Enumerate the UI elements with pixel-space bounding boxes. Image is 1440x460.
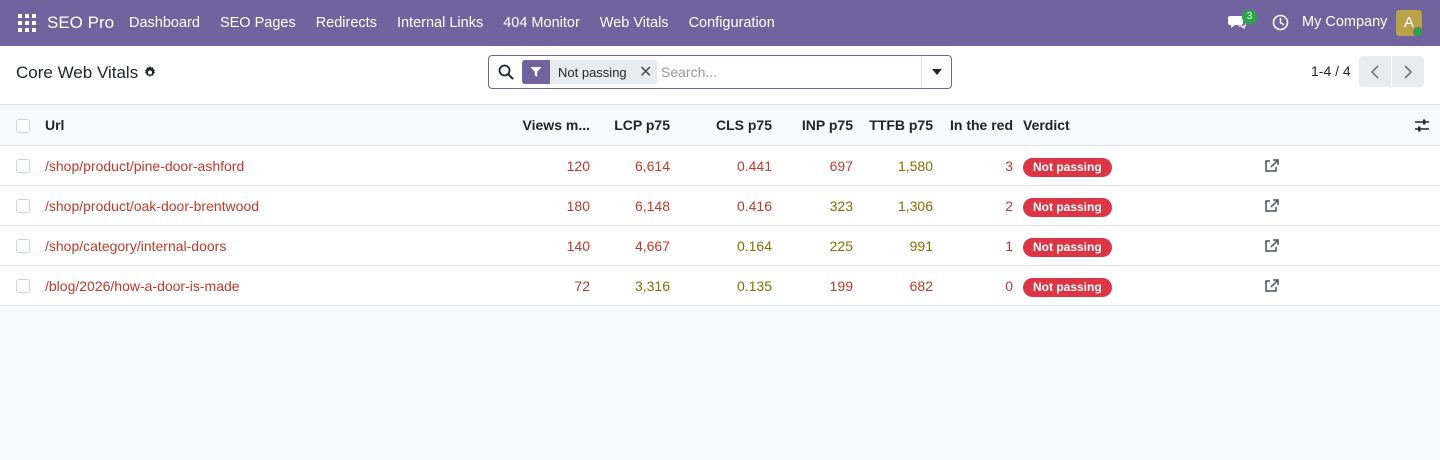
clock-icon[interactable] [1272, 14, 1289, 31]
chevron-right-icon [1404, 64, 1412, 79]
row-ttfb: 1,306 [897, 198, 933, 214]
row-in-the-red: 0 [1005, 278, 1013, 294]
header-verdict[interactable]: Verdict [1023, 117, 1070, 133]
row-inp: 225 [829, 238, 853, 254]
caret-down-icon [931, 69, 942, 75]
row-ttfb: 991 [909, 238, 933, 254]
row-lcp: 3,316 [634, 278, 670, 294]
search-icon[interactable] [498, 64, 514, 80]
control-panel: Core Web Vitals Not passing ✕ 1-4 / 4 [0, 46, 1440, 105]
menu-configuration[interactable]: Configuration [688, 15, 775, 31]
search-options-toggle[interactable] [921, 56, 951, 88]
menu-dashboard[interactable]: Dashboard [129, 15, 200, 31]
row-inp: 199 [829, 278, 853, 294]
row-verdict: Not passing [1023, 226, 1143, 266]
row-verdict: Not passing [1023, 186, 1143, 226]
table-row[interactable]: /shop/product/pine-door-ashford 120 6,61… [0, 146, 1440, 186]
column-settings-icon[interactable] [1414, 118, 1430, 133]
verdict-badge: Not passing [1023, 277, 1112, 297]
row-url[interactable]: /shop/category/internal-doors [45, 238, 227, 254]
row-checkbox[interactable] [16, 279, 30, 293]
row-in-the-red: 3 [1005, 158, 1013, 174]
row-verdict: Not passing [1023, 266, 1143, 306]
table-row[interactable]: /blog/2026/how-a-door-is-made 72 3,316 0… [0, 266, 1440, 306]
chat-count-badge: 3 [1242, 10, 1257, 24]
row-url[interactable]: /shop/product/oak-door-brentwood [45, 198, 260, 214]
row-cls: 0.164 [736, 238, 772, 254]
row-in-the-red: 1 [1005, 238, 1013, 254]
pager-next-button[interactable] [1392, 56, 1424, 87]
row-ttfb: 1,580 [897, 158, 933, 174]
verdict-badge: Not passing [1023, 237, 1112, 257]
page-title: Core Web Vitals [16, 63, 139, 82]
row-verdict: Not passing [1023, 146, 1143, 186]
external-link-icon[interactable] [1265, 199, 1279, 213]
table-row[interactable]: /shop/product/oak-door-brentwood 180 6,1… [0, 186, 1440, 226]
close-icon[interactable]: ✕ [638, 64, 653, 81]
menu-web-vitals[interactable]: Web Vitals [599, 15, 669, 31]
row-cls: 0.135 [736, 278, 772, 294]
row-views: 140 [566, 238, 590, 254]
verdict-badge: Not passing [1023, 157, 1112, 177]
filter-facet-label: Not passing [558, 64, 627, 80]
row-lcp: 4,667 [634, 238, 670, 254]
header-inp[interactable]: INP p75 [801, 117, 853, 133]
main-menu: Dashboard SEO Pages Redirects Internal L… [119, 0, 785, 46]
gear-icon[interactable] [143, 65, 157, 79]
filter-facet: Not passing ✕ [522, 60, 657, 84]
row-views: 72 [574, 278, 590, 294]
header-cls[interactable]: CLS p75 [715, 117, 772, 133]
row-inp: 697 [829, 158, 853, 174]
search-bar: Not passing ✕ [488, 55, 952, 89]
row-url[interactable]: /blog/2026/how-a-door-is-made [45, 278, 240, 294]
menu-seo-pages[interactable]: SEO Pages [219, 15, 296, 31]
menu-redirects[interactable]: Redirects [315, 15, 377, 31]
top-navbar: SEO Pro Dashboard SEO Pages Redirects In… [0, 0, 1440, 46]
search-input[interactable] [661, 62, 911, 82]
header-ttfb[interactable]: TTFB p75 [869, 117, 933, 133]
row-inp: 323 [829, 198, 853, 214]
pager-value[interactable]: 1-4 / 4 [1311, 63, 1351, 79]
menu-internal-links[interactable]: Internal Links [396, 15, 484, 31]
row-cls: 0.441 [736, 158, 772, 174]
filter-icon [522, 60, 550, 84]
user-avatar[interactable]: A [1396, 10, 1422, 36]
row-ttfb: 682 [909, 278, 933, 294]
row-url[interactable]: /shop/product/pine-door-ashford [45, 158, 245, 174]
chevron-left-icon [1371, 64, 1379, 79]
verdict-badge: Not passing [1023, 197, 1112, 217]
row-lcp: 6,148 [634, 198, 670, 214]
table-header: Url Views m... LCP p75 CLS p75 INP p75 T… [0, 105, 1440, 146]
header-views[interactable]: Views m... [522, 117, 590, 133]
pager-previous-button[interactable] [1359, 56, 1391, 87]
header-in-the-red[interactable]: In the red [949, 117, 1013, 133]
row-checkbox[interactable] [16, 239, 30, 253]
external-link-icon[interactable] [1265, 279, 1279, 293]
company-switcher[interactable]: My Company [1302, 14, 1388, 30]
row-in-the-red: 2 [1005, 198, 1013, 214]
vitals-table: Url Views m... LCP p75 CLS p75 INP p75 T… [0, 105, 1440, 306]
row-cls: 0.416 [736, 198, 772, 214]
external-link-icon[interactable] [1265, 239, 1279, 253]
row-checkbox[interactable] [16, 199, 30, 213]
menu-404-monitor[interactable]: 404 Monitor [503, 15, 580, 31]
table-row[interactable]: /shop/category/internal-doors 140 4,667 … [0, 226, 1440, 266]
external-link-icon[interactable] [1265, 159, 1279, 173]
select-all-checkbox[interactable] [16, 119, 30, 133]
header-lcp[interactable]: LCP p75 [614, 117, 670, 133]
row-checkbox[interactable] [16, 159, 30, 173]
header-url[interactable]: Url [45, 117, 65, 133]
row-lcp: 6,614 [634, 158, 670, 174]
apps-grid-icon[interactable] [18, 14, 36, 32]
online-status-dot [1413, 27, 1423, 37]
app-brand[interactable]: SEO Pro [47, 13, 115, 32]
row-views: 180 [566, 198, 590, 214]
row-views: 120 [566, 158, 590, 174]
